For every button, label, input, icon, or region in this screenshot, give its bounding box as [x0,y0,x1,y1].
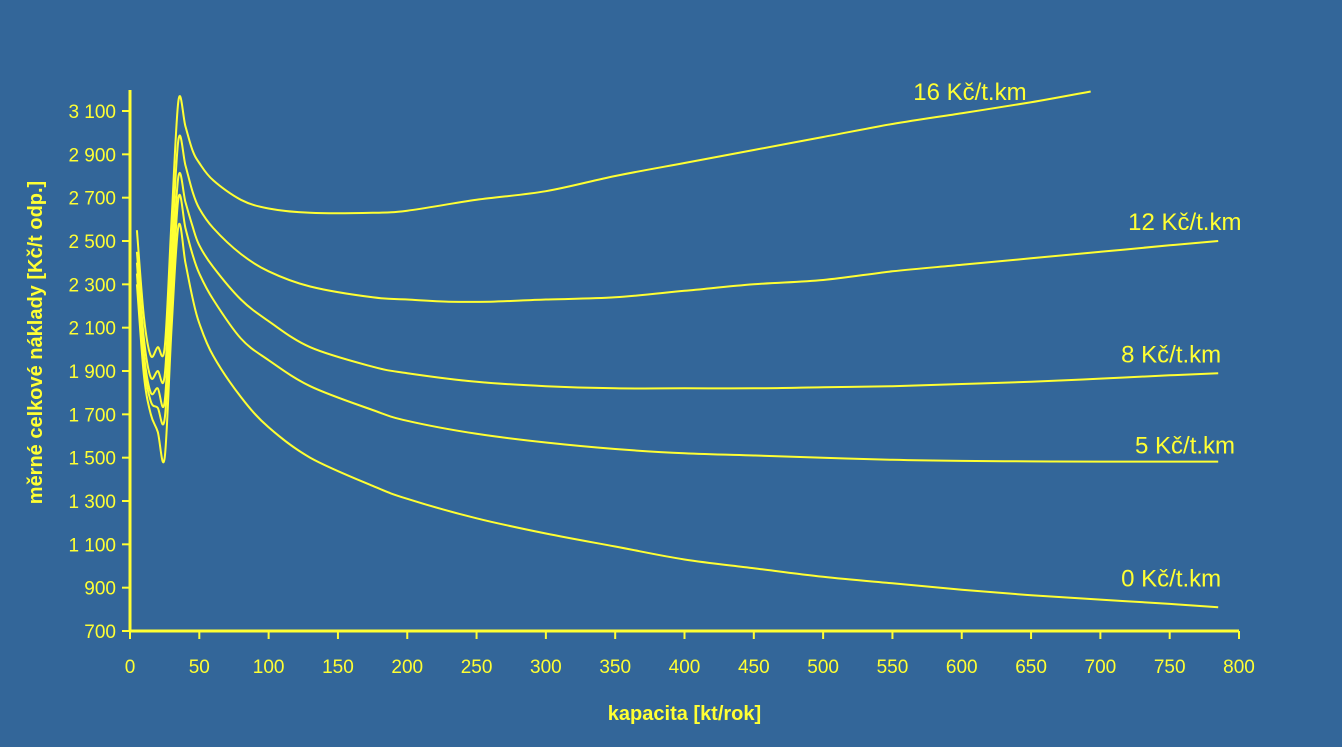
x-tick-label: 350 [599,657,631,678]
series-lines [135,90,1219,609]
y-tick-label: 2 500 [68,232,116,253]
y-tick-label: 1 100 [68,535,116,556]
x-ticks: 0 50 100 150 200 250 300 350 400 450 500 550 600 650 7… [125,631,1255,678]
series-line [135,90,1091,358]
series-label: 8 Kč/t.km [1121,341,1221,368]
y-tick-label: 2 300 [68,275,116,296]
x-tick-label: 650 [1015,657,1047,678]
x-tick-label: 0 [125,657,136,678]
x-tick-label: 750 [1154,657,1186,678]
y-tick-label: 1 700 [68,405,116,426]
x-tick-label: 200 [391,657,423,678]
y-axis-title: měrné celkové náklady [Kč/t odp.] [25,181,47,504]
series-label: 0 Kč/t.km [1121,566,1221,593]
x-tick-label: 50 [189,657,210,678]
x-tick-label: 500 [807,657,839,678]
series-label: 12 Kč/t.km [1128,209,1241,236]
y-tick-label: 2 900 [68,145,116,166]
axes [128,90,1239,633]
y-tick-label: 900 [84,579,116,600]
x-tick-label: 450 [738,657,770,678]
series-label: 16 Kč/t.km [913,79,1026,106]
series-line [135,222,1219,609]
y-tick-label: 3 100 [68,102,116,123]
x-tick-label: 100 [253,657,285,678]
series-line [135,134,1219,384]
x-tick-label: 300 [530,657,562,678]
x-tick-label: 250 [461,657,493,678]
series-line [135,172,1219,409]
y-tick-label: 1 500 [68,449,116,470]
series-label: 5 Kč/t.km [1135,432,1235,459]
y-tick-label: 2 100 [68,319,116,340]
x-tick-label: 400 [669,657,701,678]
y-tick-label: 700 [84,622,116,643]
x-tick-label: 700 [1085,657,1117,678]
x-axis-title: kapacita [kt/rok] [608,703,761,725]
x-tick-label: 150 [322,657,354,678]
y-tick-label: 2 700 [68,189,116,210]
y-ticks: 700 900 1 100 1 300 1 500 1 700 1 900 2 100 2 30… [68,102,130,643]
x-tick-label: 600 [946,657,978,678]
y-tick-label: 1 900 [68,362,116,383]
y-tick-label: 1 300 [68,492,116,513]
x-tick-label: 550 [877,657,909,678]
x-tick-label: 800 [1223,657,1255,678]
series-line [135,193,1219,463]
series-labels: 16 Kč/t.km 12 Kč/t.km 8 Kč/t.km 5 Kč/t.km 0 … [913,79,1241,592]
